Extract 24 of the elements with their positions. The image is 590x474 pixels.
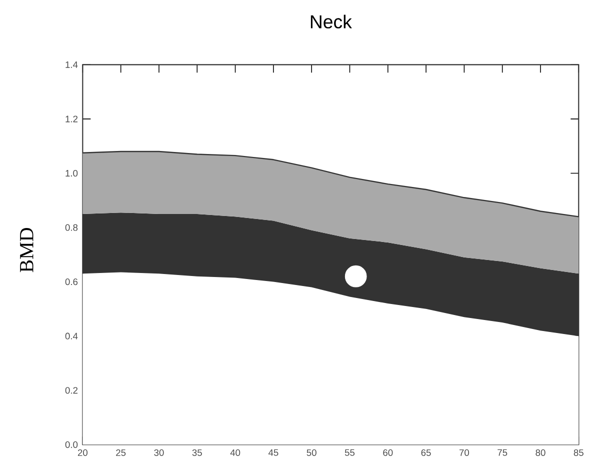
x-tick-label: 50	[306, 449, 316, 456]
x-tick-label: 65	[421, 449, 431, 456]
y-tick-label: 0.2	[65, 387, 78, 394]
x-tick-label: 85	[574, 449, 584, 456]
x-tick-label: 70	[459, 449, 470, 456]
x-tick-label: 55	[344, 449, 355, 456]
y-tick-label: 0.4	[65, 332, 78, 340]
y-tick-label: 1.0	[66, 170, 78, 177]
x-tick-label: 30	[154, 449, 164, 456]
x-tick-label: 20	[78, 449, 88, 456]
y-tick-label: 0.6	[65, 278, 78, 286]
y-tick-label: 0.8	[65, 224, 78, 231]
x-tick-label: 75	[498, 449, 508, 456]
x-tick-label: 25	[116, 449, 126, 456]
x-tick-label: 40	[230, 449, 240, 456]
y-tick-label: 0.0	[65, 441, 78, 448]
y-tick-label: 1.4	[66, 61, 78, 68]
x-tick-label: 35	[192, 449, 202, 456]
y-tick-label: 1.2	[66, 116, 78, 122]
x-tick-label: 60	[383, 449, 393, 456]
y-axis-title: BMD	[20, 228, 34, 272]
x-tick-label: 45	[268, 449, 278, 456]
x-tick-label: 80	[536, 449, 546, 456]
chart-title: Neck	[310, 14, 352, 28]
